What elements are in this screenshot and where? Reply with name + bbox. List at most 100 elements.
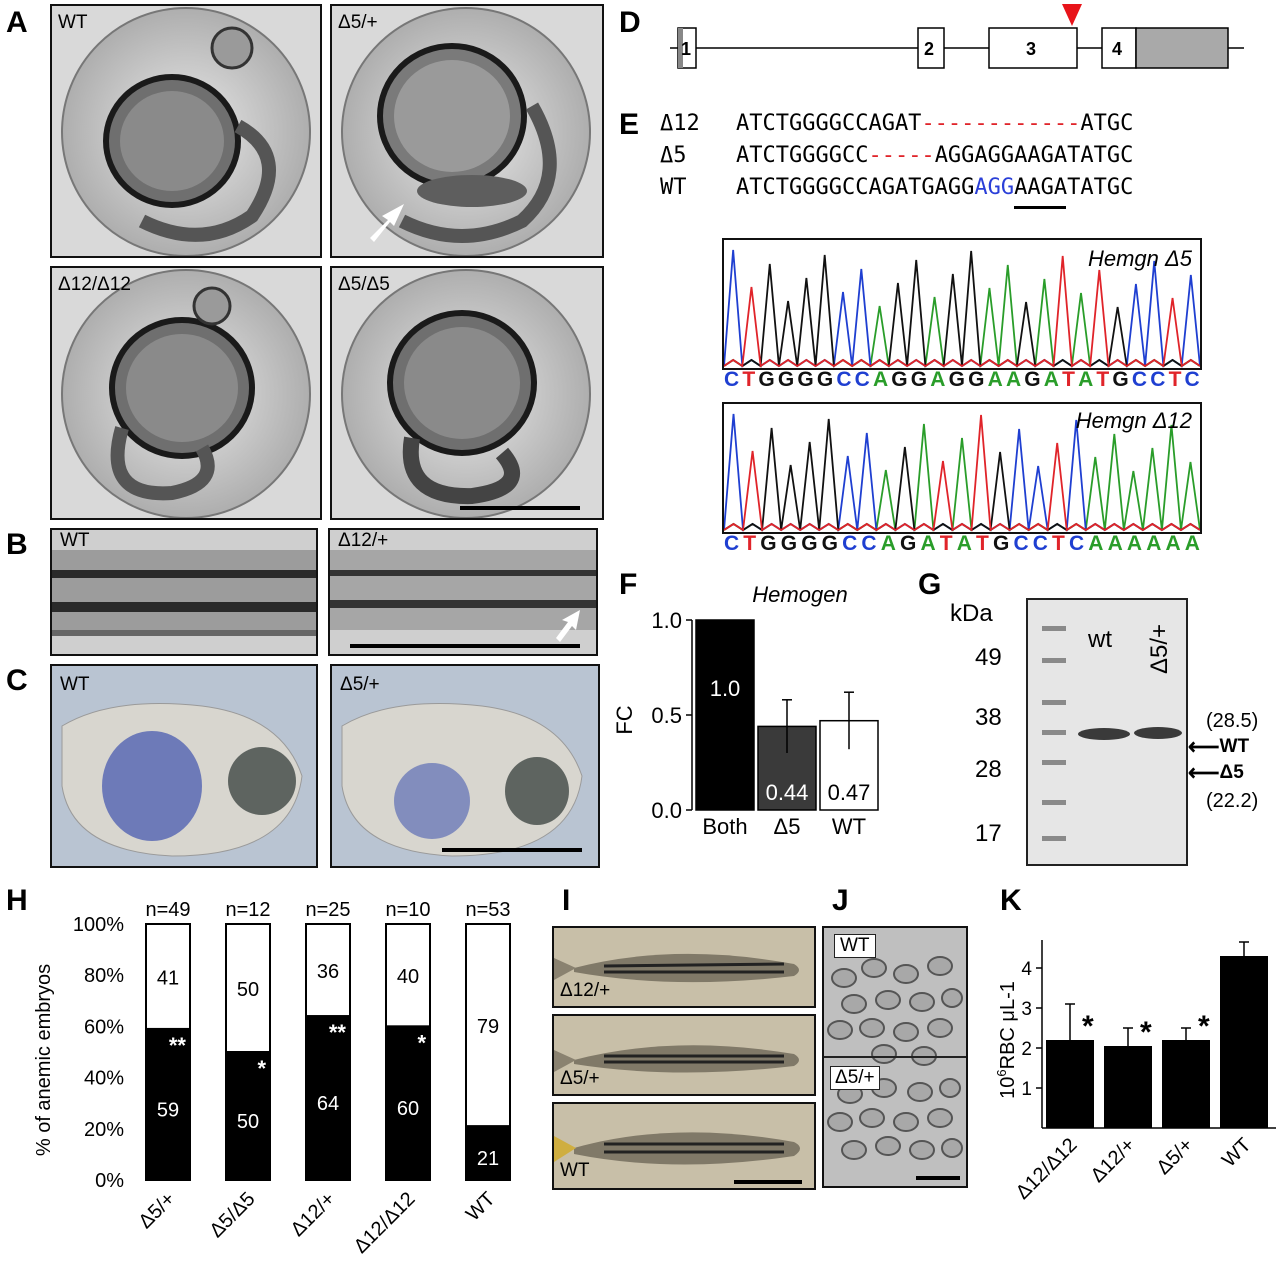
bar-1 (1104, 1046, 1152, 1128)
embryo-image (61, 269, 311, 518)
y-tick-label: 40% (84, 1068, 124, 1090)
fish-photo-d12-het: Δ12/+ (552, 926, 816, 1008)
base-call: T (939, 532, 953, 555)
base-call: A (1146, 532, 1162, 555)
base-call: G (1112, 368, 1129, 391)
x-tick-label: Δ5/+ (134, 1188, 179, 1233)
value-label: 21 (477, 1148, 499, 1170)
exon-label: 1 (681, 39, 691, 59)
panel-label-c: C (6, 664, 28, 697)
chromatogram-d5: Hemgn Δ5 (722, 238, 1202, 370)
embryo-photo-wt: WT (50, 4, 322, 258)
left-arrow-icon: ⟵ (1188, 760, 1220, 785)
bar-3 (1220, 956, 1268, 1128)
embryo-photo-d12-hom: Δ12/Δ12 (50, 266, 322, 520)
scale-bar (350, 644, 580, 648)
value-label: 41 (157, 967, 179, 989)
base-call: C (724, 368, 740, 391)
base-call: G (780, 532, 798, 555)
chromatogram-trace (723, 249, 1201, 368)
base-call: A (880, 532, 896, 555)
bar-normal-4 (465, 923, 511, 1128)
value-label: 36 (317, 961, 339, 983)
embryo-image (341, 269, 591, 518)
allele-name: Δ5 (660, 143, 687, 168)
n-label: n=25 (305, 899, 350, 921)
chart-k-rbc-count: 106RBC μL-11 2 3 4 * Δ12/Δ12 * Δ12/+ * Δ5/+ WT (994, 940, 1276, 1204)
panel-label-h: H (6, 884, 28, 917)
fish-image (554, 953, 799, 983)
genotype-label: WT (60, 674, 90, 695)
base-call: G (948, 368, 965, 391)
base-call: C (1069, 532, 1085, 555)
x-tick-label: Δ12/+ (287, 1188, 340, 1241)
panel-label-e: E (619, 108, 640, 141)
value-label: 64 (317, 1093, 339, 1115)
lane-label-wt: wt (1088, 626, 1112, 653)
base-call: G (992, 532, 1010, 555)
trunk-image (330, 550, 596, 642)
y-tick-label: 0% (95, 1170, 124, 1192)
scale-bar (460, 506, 580, 510)
x-tick-label: WT (1218, 1134, 1256, 1172)
genotype-label: Δ12/+ (338, 530, 389, 551)
n-label: n=49 (145, 899, 190, 921)
y-tick-label: 2 (1021, 1039, 1032, 1060)
marker-label: 17 (975, 820, 1002, 847)
trace-G (723, 250, 1201, 368)
chart-title: Hemogen (752, 582, 847, 607)
base-call: G (758, 368, 775, 391)
marker-label: 38 (975, 704, 1002, 731)
genotype-label: WT (60, 530, 90, 551)
panel-label-f: F (619, 568, 638, 601)
d5-size-label: (22.2) (1206, 790, 1259, 812)
embryo-photo-d5-hom: Δ5/Δ5 (330, 266, 604, 520)
value-label: 59 (157, 1099, 179, 1121)
blot-bands (1042, 626, 1182, 841)
panel-label-k: K (1000, 884, 1022, 917)
y-tick-label: 60% (84, 1016, 124, 1038)
base-call: T (1096, 368, 1110, 391)
marker-label: 49 (975, 644, 1002, 671)
base-call: T (1062, 368, 1075, 391)
allele-name: Δ12 (660, 111, 700, 136)
base-call: T (976, 532, 989, 555)
bar-anemic-2 (305, 1015, 351, 1181)
staining-image (61, 703, 303, 857)
bar-anemic-3 (385, 1025, 431, 1181)
target-site-arrow-icon (1062, 4, 1082, 26)
genotype-label: WT (560, 1160, 590, 1181)
base-call: A (1184, 532, 1200, 555)
value-label: 0.47 (828, 780, 871, 805)
panel-label-d: D (619, 6, 641, 39)
y-tick-label: 0.0 (651, 798, 682, 823)
western-blot-image: wt Δ5/+ (1026, 598, 1188, 866)
d5-band-marker: ⟵ Δ5 (1188, 760, 1244, 785)
y-tick-label: 80% (84, 965, 124, 987)
base-call: A (872, 368, 889, 391)
bar-anemic-0 (145, 1027, 191, 1181)
y-axis-label: 106RBC μL-1 (994, 981, 1019, 1099)
base-call: A (920, 532, 936, 555)
alignment-row-wt: WT ATCTGGGGCCAGATGAGGAGGAAGATATGC (660, 172, 1133, 204)
y-tick-label: 0.5 (651, 703, 682, 728)
base-call: A (1088, 532, 1104, 555)
base-call: T (742, 368, 756, 391)
embryo-image (61, 7, 311, 256)
base-call: G (891, 368, 908, 391)
x-tick-label: Δ5/+ (1152, 1134, 1197, 1179)
chart-h-anemic-embryos: % of anemic embryos 0% 20% 40% 60% 80% 100% 41 5… (33, 899, 511, 1258)
embryo-photo-d5-het: Δ5/+ (330, 4, 604, 258)
base-call: G (777, 368, 795, 391)
base-call: G (1024, 368, 1041, 391)
genotype-label: Δ5/+ (340, 674, 380, 695)
significance-marker: * (1082, 1010, 1094, 1043)
significance-marker: ** (329, 1020, 347, 1045)
chromatogram-d12: Hemgn Δ12 (722, 402, 1202, 534)
value-label: 79 (477, 1016, 499, 1038)
exon-2 (917, 27, 945, 69)
base-call: A (1165, 532, 1181, 555)
significance-marker: * (257, 1056, 266, 1081)
bar-anemic-4 (465, 1125, 511, 1182)
